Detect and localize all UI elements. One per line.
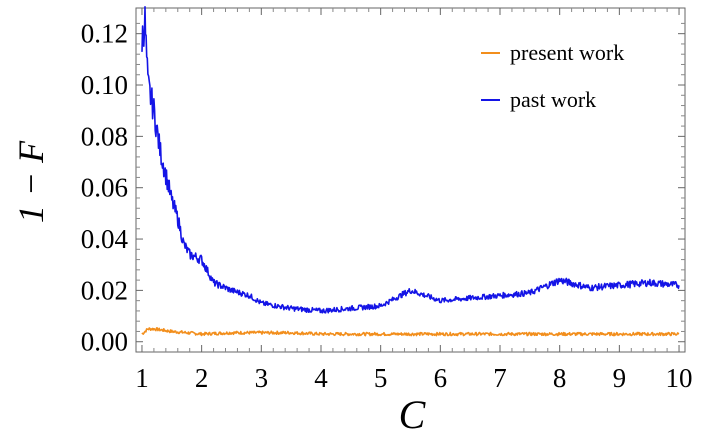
y-tick-label: 0.08 (81, 121, 128, 151)
x-tick-label: 10 (666, 363, 693, 393)
major-ticks (136, 8, 685, 352)
minor-ticks (136, 8, 685, 352)
x-tick-label: 8 (553, 363, 567, 393)
x-tick-label: 6 (434, 363, 448, 393)
x-tick-label: 1 (135, 363, 149, 393)
y-tick-label: 0.06 (81, 173, 128, 203)
x-tick-label: 9 (613, 363, 627, 393)
legend: present work past work (481, 40, 624, 112)
x-tick-labels: 1 2 3 4 5 6 7 8 9 10 (135, 363, 692, 393)
x-tick-label: 5 (374, 363, 388, 393)
plot-frame (135, 7, 686, 353)
legend-label-present-work: present work (510, 40, 624, 65)
x-tick-label: 7 (493, 363, 507, 393)
legend-label-past-work: past work (510, 87, 596, 112)
x-tick-label: 4 (314, 363, 328, 393)
series-line-past-work (141, 6, 680, 314)
x-tick-label: 2 (195, 363, 209, 393)
x-tick-label: 3 (255, 363, 269, 393)
y-tick-labels: 0.00 0.02 0.04 0.06 0.08 0.10 0.12 (81, 19, 129, 357)
y-axis-title: 1 − F (11, 140, 51, 223)
y-tick-label: 0.02 (81, 275, 128, 305)
series-line-present-work (141, 327, 680, 337)
y-tick-label: 0.04 (81, 224, 129, 254)
y-tick-label: 0.10 (81, 70, 128, 100)
y-tick-label: 0.12 (81, 19, 128, 49)
series-layer (141, 6, 680, 337)
y-tick-label: 0.00 (81, 327, 128, 357)
x-axis-title: C (399, 392, 427, 437)
